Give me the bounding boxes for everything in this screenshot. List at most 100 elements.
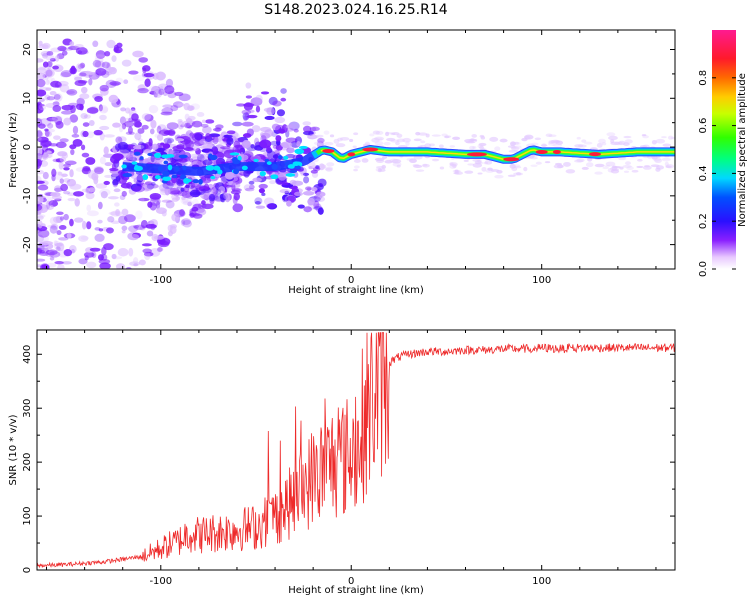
cone-blob [218, 186, 226, 193]
scatter-blob [57, 171, 63, 176]
halo-blob [541, 143, 547, 147]
scatter-blob [132, 50, 144, 58]
cone-blob [287, 123, 298, 130]
scatter-blob [54, 261, 65, 265]
halo-blob [576, 158, 585, 163]
scatter-blob [98, 258, 111, 265]
ridge-blob [241, 165, 248, 171]
cone-blob [213, 193, 225, 202]
scatter-blob [54, 260, 64, 265]
scatter-blob [69, 169, 74, 178]
halo-blob [596, 142, 603, 148]
halo-blob [396, 164, 401, 168]
scatter-blob [69, 114, 79, 123]
scatter-blob [84, 255, 89, 261]
cone-blob [317, 207, 324, 215]
scatter-blob [54, 185, 62, 193]
halo-blob [665, 165, 672, 168]
scatter-blob [60, 110, 73, 115]
halo-blob [479, 134, 485, 138]
scatter-blob [93, 129, 103, 136]
scatter-blob [94, 54, 106, 59]
snr-x-label: Height of straight line (km) [288, 585, 424, 596]
halo-blob [535, 161, 542, 165]
scatter-blob [53, 93, 61, 100]
scatter-blob [94, 227, 101, 231]
halo-blob [654, 158, 662, 164]
snr-data [37, 332, 675, 569]
halo-blob [524, 134, 534, 140]
scatter-blob [79, 93, 90, 100]
scatter-blob [44, 94, 51, 101]
scatter-blob [182, 200, 194, 206]
ridge-blob [285, 173, 296, 177]
halo-blob [329, 134, 335, 138]
cone-blob [176, 178, 185, 187]
halo-blob [413, 164, 423, 168]
cone-blob [163, 137, 175, 144]
cone-blob [226, 130, 236, 135]
scatter-blob [121, 208, 129, 216]
scatter-blob [182, 219, 192, 228]
scatter-blob [61, 261, 72, 265]
cone-blob [266, 145, 271, 152]
scatter-blob [95, 183, 108, 189]
scatter-blob [202, 126, 212, 134]
ridge-blob [294, 165, 301, 170]
scatter-blob [107, 216, 115, 223]
cone-blob [272, 100, 282, 107]
cone-blob [172, 145, 185, 152]
scatter-blob [83, 114, 91, 119]
scatter-blob [117, 136, 127, 143]
scatter-blob [130, 107, 136, 111]
halo-blob [467, 163, 475, 166]
scatter-blob [140, 220, 148, 229]
halo-blob [563, 161, 571, 167]
scatter-blob [103, 243, 114, 251]
scatter-blob [47, 123, 54, 129]
ridge-blob [192, 179, 200, 184]
halo-blob [353, 168, 358, 172]
cone-blob [277, 181, 290, 186]
scatter-blob [37, 105, 42, 109]
ridge-blob [292, 161, 300, 167]
scatter-blob [191, 120, 203, 128]
ridge-blob [157, 165, 164, 172]
ridge-blob [232, 159, 241, 165]
halo-blob [453, 172, 460, 175]
scatter-blob [128, 247, 134, 257]
halo-blob [484, 159, 493, 165]
ridge-blob [162, 176, 172, 182]
halo-blob [384, 159, 393, 164]
cone-blob [245, 187, 255, 192]
scatter-blob [77, 80, 88, 84]
scatter-blob [142, 65, 151, 72]
scatter-blob [53, 216, 63, 224]
halo-blob [499, 138, 508, 143]
cone-blob [300, 172, 305, 177]
scatter-blob [165, 200, 175, 209]
halo-blob [544, 161, 551, 164]
scatter-blob [116, 42, 123, 48]
scatter-blob [115, 209, 121, 217]
y-tick-label: 400 [22, 345, 33, 364]
cone-blob [220, 177, 227, 185]
scatter-blob [81, 86, 88, 94]
cone-blob [203, 183, 210, 191]
cone-blob [255, 105, 261, 113]
halo-blob [395, 141, 400, 146]
scatter-blob [57, 45, 67, 52]
scatter-blob [69, 273, 75, 278]
halo-blob [510, 141, 516, 147]
cone-blob [205, 132, 211, 140]
halo-blob [496, 169, 503, 174]
cone-blob [286, 147, 295, 154]
halo-blob [475, 161, 484, 165]
scatter-blob [94, 233, 105, 242]
scatter-blob [114, 272, 125, 279]
scatter-blob [91, 251, 97, 259]
y-tick-label: 20 [22, 43, 33, 56]
scatter-blob [100, 190, 108, 199]
halo-blob [353, 165, 360, 169]
scatter-blob [63, 166, 70, 171]
